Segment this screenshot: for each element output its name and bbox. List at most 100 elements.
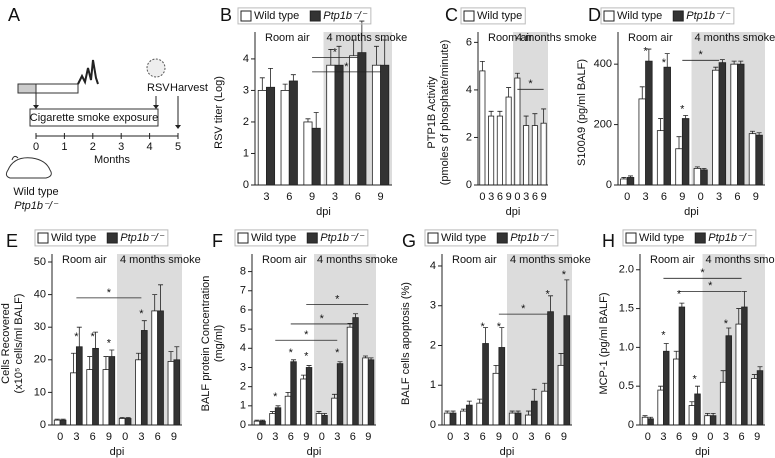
bar	[326, 64, 336, 186]
x-tick-label: 9	[679, 191, 685, 203]
error-bar	[316, 411, 322, 414]
bar	[563, 315, 571, 426]
bar	[274, 407, 282, 426]
cigarette	[35, 83, 79, 94]
legend-swatch	[463, 10, 475, 22]
panel-label: C	[445, 5, 458, 25]
x-axis-title: dpi	[506, 206, 521, 218]
legend: Wild type	[460, 7, 526, 25]
arrowhead	[153, 105, 159, 109]
bar	[514, 77, 521, 186]
bar	[108, 356, 116, 426]
error-bar	[642, 415, 648, 418]
annotation: 4 months smoke	[516, 32, 597, 44]
bar	[86, 369, 94, 426]
month-label: 3	[118, 141, 124, 153]
error-bar	[658, 385, 664, 391]
annotation: 4 months smoke	[510, 254, 591, 266]
annotation: 4 months smoke	[695, 32, 775, 44]
legend-swatch	[237, 232, 249, 244]
x-tick-label: 3	[334, 431, 340, 443]
bar	[741, 306, 748, 426]
bar	[663, 66, 671, 186]
bar	[303, 121, 313, 186]
bar	[496, 115, 503, 186]
bar	[530, 400, 538, 426]
legend: Wild type Ptp1b⁻/⁻	[237, 7, 372, 25]
significance-star: *	[528, 78, 533, 90]
annotation: 4 months smoke	[317, 254, 398, 266]
x-tick-label: 6	[676, 431, 682, 443]
y-axis-title: RSV titer (Log)	[213, 76, 225, 149]
bar	[288, 80, 298, 186]
bar	[346, 326, 354, 426]
bar	[709, 415, 717, 426]
error-bar	[558, 353, 564, 366]
bar	[321, 415, 328, 426]
y-tick-label: 10	[34, 386, 46, 398]
error-bar	[282, 83, 288, 91]
significance-star: *	[139, 308, 144, 320]
bar	[124, 418, 132, 426]
y-tick-label: 3	[240, 361, 246, 373]
bar	[118, 418, 126, 426]
significance-star: *	[545, 289, 550, 301]
panel-label: D	[588, 5, 601, 25]
error-bar	[541, 108, 547, 124]
significance-star: *	[497, 321, 502, 333]
x-tick-label: 6	[286, 191, 292, 203]
y-tick-label: 0.5	[619, 380, 634, 392]
error-bar	[515, 410, 521, 414]
bar	[688, 405, 696, 426]
bar	[479, 70, 486, 186]
error-bar	[726, 327, 732, 336]
legend-label: Wild type	[51, 232, 96, 244]
error-bar	[639, 86, 645, 99]
annotation: Room air	[452, 254, 497, 266]
error-bar	[368, 357, 374, 360]
significance-star: *	[643, 46, 648, 58]
annotation: Room air	[650, 254, 695, 266]
bar	[482, 343, 489, 426]
y-tick-label: 0	[628, 419, 634, 431]
bar	[756, 370, 764, 426]
error-bar	[373, 45, 379, 66]
x-tick-label: 3	[332, 191, 338, 203]
arrowhead	[175, 125, 181, 129]
bar	[349, 55, 359, 186]
error-bar	[664, 53, 670, 68]
error-bar	[531, 388, 537, 402]
bar	[755, 134, 763, 186]
legend-swatch	[694, 232, 706, 244]
error-bar	[564, 279, 570, 316]
bar	[266, 86, 276, 186]
bar	[718, 62, 727, 186]
error-bar	[174, 346, 180, 360]
error-bar	[305, 118, 311, 122]
x-axis-title: dpi	[695, 446, 710, 458]
significance-star: *	[480, 321, 485, 333]
bar	[167, 361, 175, 426]
error-bar	[54, 418, 60, 421]
x-tick-label: 3	[263, 191, 269, 203]
significance-star: *	[289, 347, 294, 359]
error-bar	[710, 412, 716, 416]
x-tick-label: 6	[480, 431, 486, 443]
mouse-label: Wild type	[13, 186, 58, 198]
y-tick-label: 400	[594, 58, 612, 70]
bar	[656, 130, 665, 186]
error-bar	[750, 130, 756, 134]
legend-label: Wild type	[617, 10, 662, 22]
bar	[712, 69, 720, 186]
x-tick-label: 0	[624, 191, 630, 203]
x-tick-label: 9	[365, 431, 371, 443]
error-bar	[676, 136, 682, 149]
panel-label: F	[212, 231, 223, 251]
x-tick-label: 0	[122, 431, 128, 443]
x-tick-label: 3	[463, 431, 469, 443]
x-tick-label: 6	[739, 431, 745, 443]
significance-star: *	[661, 329, 666, 341]
error-bar	[103, 356, 109, 370]
